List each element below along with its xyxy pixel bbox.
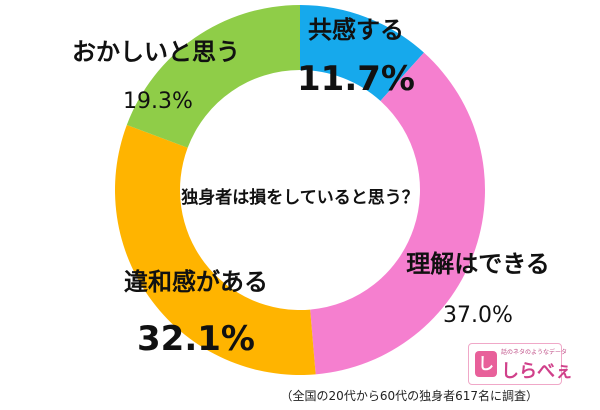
logo-tagline: 話のネタのようなデータ bbox=[501, 349, 568, 356]
logo-text: しらべぇ bbox=[501, 361, 573, 382]
donut-slice-discomfort bbox=[114, 124, 316, 375]
donut-slice-understand bbox=[310, 52, 486, 375]
logo-mark-icon: し bbox=[475, 351, 497, 377]
slice-value-strange: 19.3% bbox=[123, 89, 193, 114]
donut-slice-strange bbox=[126, 5, 300, 148]
survey-footnote: （全国の20代から60代の独身者617名に調査） bbox=[280, 389, 538, 403]
slice-label-understand: 理解はできる bbox=[406, 250, 550, 278]
slice-value-empathize: 11.7% bbox=[297, 59, 415, 99]
chart-title: 独身者は損をしていると思う？ bbox=[181, 188, 419, 208]
slice-value-understand: 37.0% bbox=[443, 303, 513, 328]
slice-value-discomfort: 32.1% bbox=[137, 319, 255, 359]
slice-label-discomfort: 違和感がある bbox=[124, 268, 268, 296]
donut-slice-empathize bbox=[300, 5, 424, 101]
slice-label-strange: おかしいと思う bbox=[72, 38, 240, 66]
brand-logo: し 話のネタのようなデータ しらべぇ bbox=[468, 343, 573, 385]
slice-label-empathize: 共感する bbox=[308, 16, 404, 44]
